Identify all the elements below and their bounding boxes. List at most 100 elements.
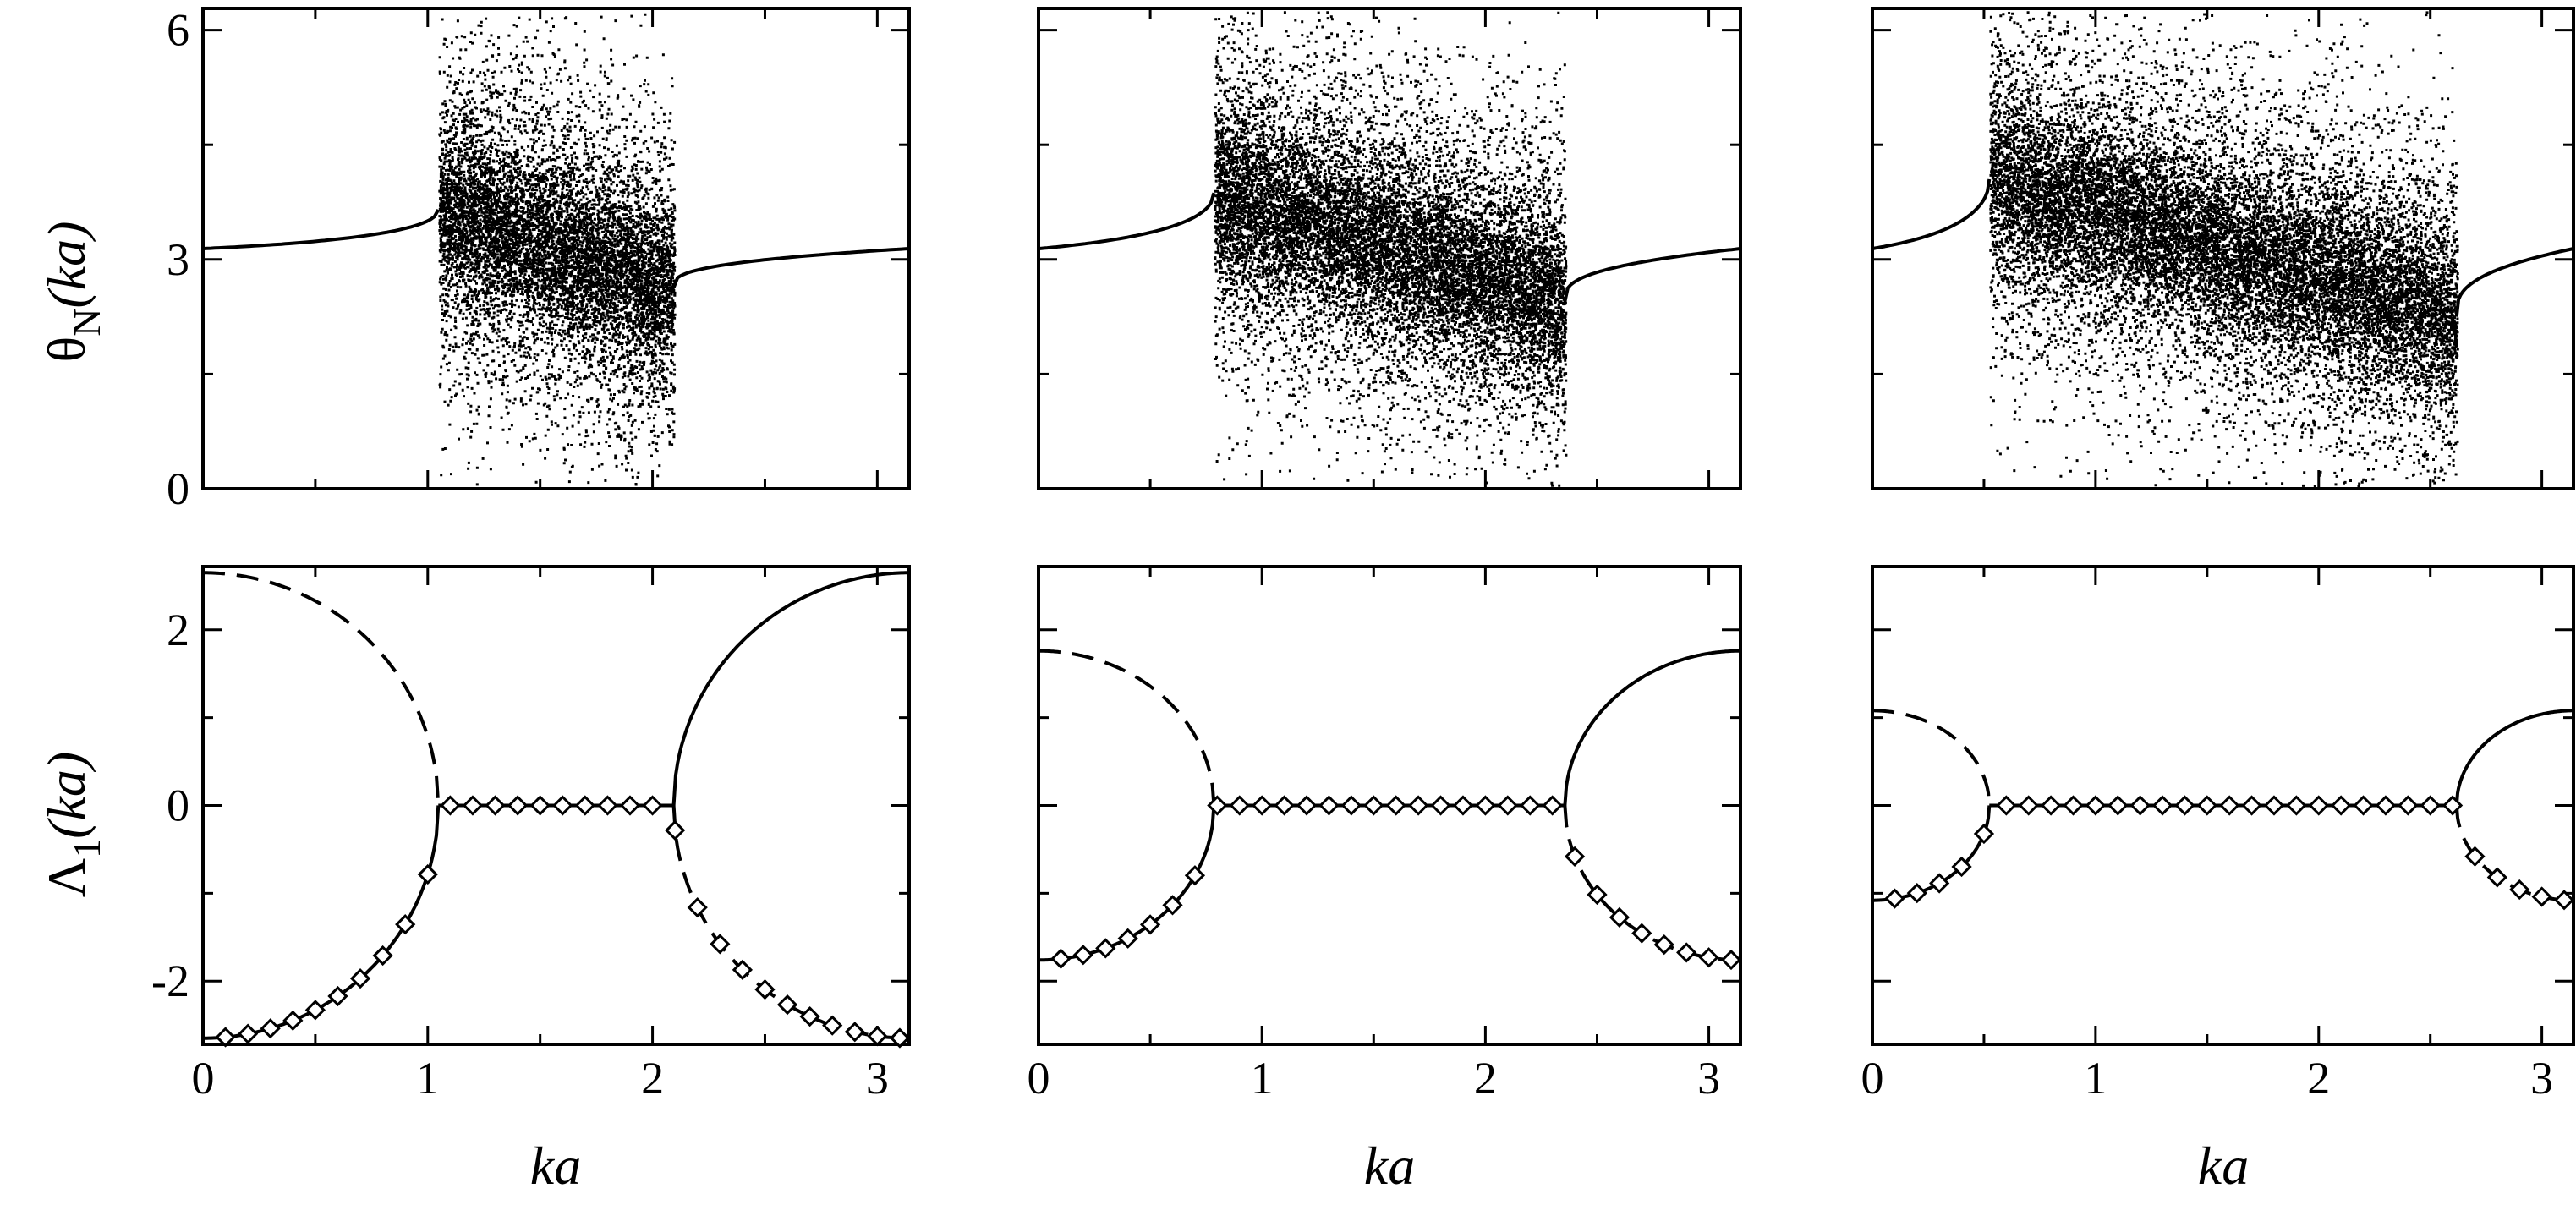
panel-bottom-3-diamond-marker [1973,823,1995,845]
panel-bottom-1-diamond-marker [822,1015,843,1036]
panel-bottom-1-diamond-marker [574,795,595,816]
panel-bottom-2-diamond-marker [1229,795,1250,816]
panel-bottom-2-diamond-marker [1587,884,1608,906]
panel-bottom-3-diamond-marker [2375,795,2397,816]
panel-bottom-1-diamond-marker [260,1018,281,1039]
panel-bottom-1-diamond-marker [529,795,551,816]
panel-bottom-3-diamond-marker [2129,795,2151,816]
panel-bottom-3-diamond-marker [2018,795,2039,816]
panel-bottom-1-diamond-marker [327,985,348,1007]
panel-bottom-2-xtick-label: 1 [1251,1053,1274,1104]
panel-bottom-1-diamond-marker [304,1000,326,1021]
panel-bottom-3-diamond-marker [1884,888,1905,909]
panel-bottom-2-upper-right-solid [1563,649,1740,806]
panel-top-2-curve-right [1563,247,1741,302]
panel-bottom-1-upper-right-solid [671,571,909,806]
panel-bottom-2-diamond-marker [1452,795,1474,816]
panel-bottom-2-diamond-marker [1385,795,1406,816]
panel-bottom-3-diamond-marker [2107,795,2129,816]
panel-bottom-2-diamond-marker [1207,795,1228,816]
panel-bottom-1-diamond-marker [395,914,416,935]
panel-top-1: 0 3 6 [167,5,911,514]
panel-bottom-1-diamond-marker [889,1027,911,1049]
panel-top-1-curve-left [202,209,441,250]
panel-bottom-3-xtick-label: 2 [2307,1053,2330,1104]
panel-bottom-2-diamond-marker [1117,928,1138,949]
panel-top-2-curve-left [1038,192,1216,250]
panel-top-3-curve-left [1872,178,1992,250]
panel-bottom-3-diamond-marker [2219,795,2240,816]
panel-top-3-curve-right [2454,247,2574,317]
panel-bottom-2-diamond-marker [1720,949,1742,971]
panel-bottom-3-xtick-label: 3 [2530,1053,2553,1104]
xlabel-1: ka [530,1136,581,1196]
xlabel-2: ka [1364,1136,1415,1196]
panel-bottom-1-diamond-marker [372,945,393,967]
panel-bottom-3: 0 1 2 3 [1861,565,2575,1104]
panel-bottom-1-diamond-marker [732,959,754,981]
panel-bottom-3-diamond-marker [1951,856,1972,878]
panel-bottom-3-diamond-marker [2464,846,2486,867]
panel-bottom-2-diamond-marker [1698,947,1719,968]
panel-bottom-3-diamond-marker [2085,795,2107,816]
panel-bottom-2-lower-right-dashed [1563,805,1740,962]
panel-bottom-2-diamond-marker [1296,795,1318,816]
panel-top-3-scatter-points [1989,11,2459,488]
panel-bottom-2-diamond-marker [1430,795,1451,816]
panel-bottom-2-diamond-marker [1564,846,1586,867]
panel-bottom-1-diamond-marker [485,795,506,816]
panel-bottom-1-ytick-label: 0 [167,781,189,831]
panel-bottom-1-diamond-marker [619,795,641,816]
panel-bottom-2-diamond-marker [1363,795,1384,816]
panel-top-1-ytick-label: 6 [167,5,189,56]
panel-bottom-3-diamond-marker [2063,795,2084,816]
panel-bottom-3-diamond-marker [2486,867,2507,888]
panel-top-1-scatter-points [438,13,677,486]
panel-bottom-3-diamond-marker [2398,795,2419,816]
panel-bottom-3-upper-left-dashed [1872,709,1992,806]
panel-bottom-1-diamond-marker [665,819,686,841]
panel-bottom-1-diamond-marker [282,1010,304,1031]
ylabel-top-sub: N [65,309,108,337]
panel-bottom-2-diamond-marker [1542,795,1563,816]
ylabel-bottom-sub: 1 [65,839,108,858]
panel-bottom-3-diamond-marker [2509,879,2530,901]
panel-top-1-ytick-label: 3 [167,234,189,285]
xlabel-3: ka [2198,1136,2249,1196]
panel-bottom-3-diamond-marker [2040,795,2062,816]
panel-bottom-1-xtick-label: 3 [866,1053,889,1104]
panel-bottom-2-diamond-marker [1274,795,1295,816]
panel-bottom-3-upper-right-solid [2454,709,2573,806]
panel-top-2 [1037,7,1742,490]
panel-bottom-3-diamond-marker [1906,883,1927,904]
panel-bottom-1-diamond-marker [799,1005,820,1027]
panel-bottom-2-diamond-marker [1340,795,1362,816]
panel-bottom-2-diamond-marker [1475,795,1496,816]
panel-bottom-1: 0 1 2 3-202 [151,565,911,1104]
panel-bottom-2-diamond-marker [1653,934,1674,956]
panel-bottom-3-lower-left-solid [1872,805,1992,902]
panel-bottom-1-diamond-marker [597,795,618,816]
panel-bottom-2-diamond-marker [1631,923,1652,944]
panel-bottom-1-diamond-marker [349,968,371,989]
panel-bottom-3-diamond-marker [2331,795,2352,816]
panel-bottom-2-diamond-marker [1252,795,1273,816]
panel-bottom-3-xtick-label: 0 [1861,1053,1884,1104]
panel-bottom-1-xtick-label: 1 [416,1053,439,1104]
panel-bottom-1-diamond-marker [710,934,731,955]
panel-bottom-1-ytick-label: -2 [151,956,189,1006]
panel-bottom-2-diamond-marker [1609,906,1631,928]
panel-bottom-1-diamond-marker [754,978,776,1000]
panel-bottom-1-diamond-marker [507,795,529,816]
panel-bottom-1-xtick-label: 0 [192,1053,215,1104]
panel-bottom-1-diamond-marker [238,1023,259,1044]
panel-bottom-2-diamond-marker [1676,942,1697,963]
panel-bottom-2-diamond-marker [1318,795,1340,816]
panel-bottom-1-diamond-marker [440,795,461,816]
panel-bottom-3-xtick-label: 1 [2084,1053,2107,1104]
ylabel-bottom-symbol: Λ [36,858,96,897]
panel-bottom-3-diamond-marker [2196,795,2217,816]
ylabel-bottom-arg: (ka) [36,752,96,839]
panel-bottom-1-diamond-marker [776,994,798,1016]
